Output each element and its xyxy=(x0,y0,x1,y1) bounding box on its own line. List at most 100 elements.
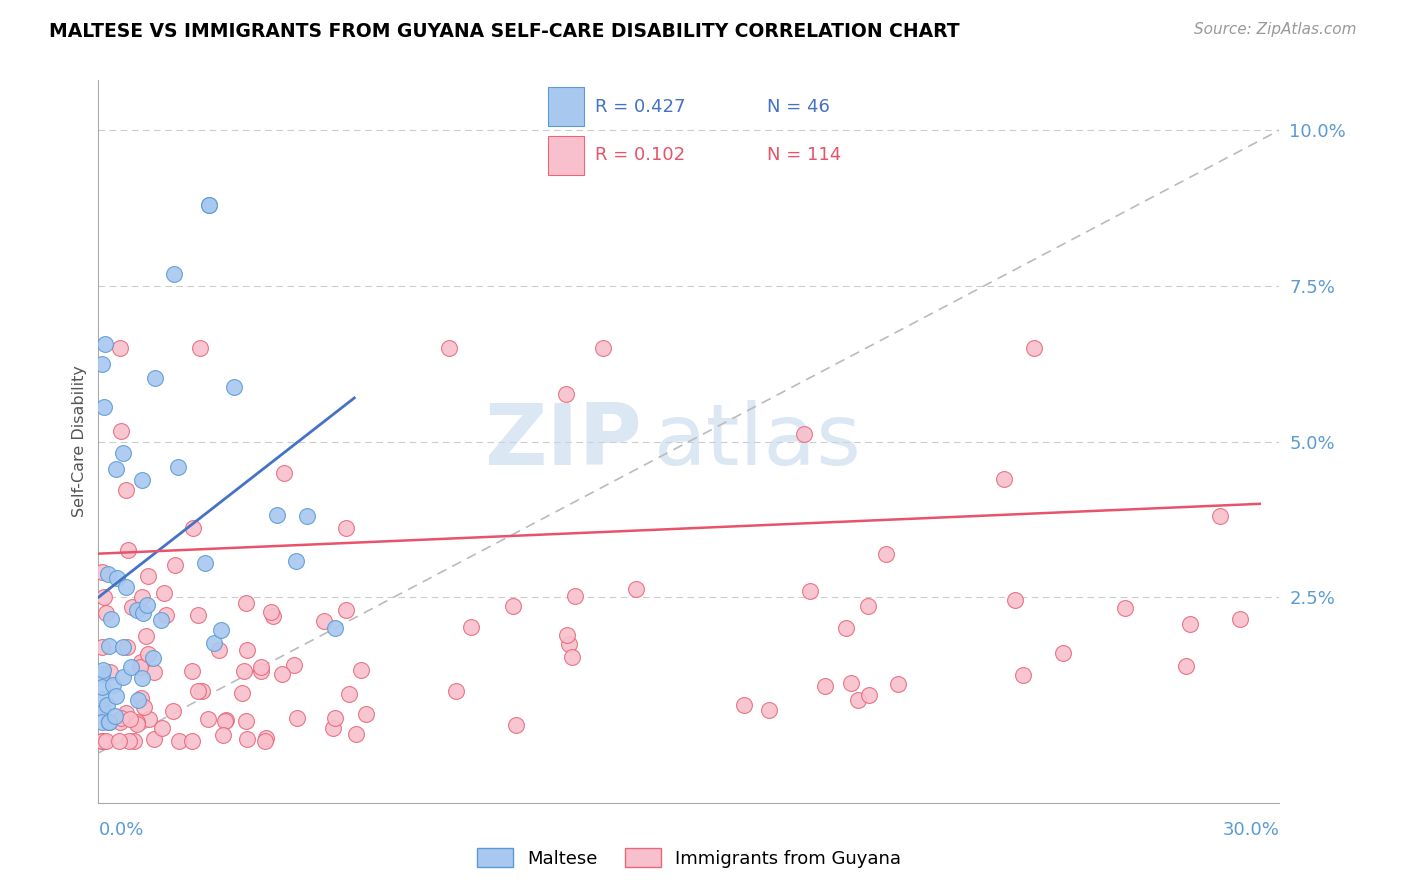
Point xyxy=(91,733,114,747)
Point xyxy=(152,721,174,735)
Text: 0.0%: 0.0% xyxy=(98,822,143,839)
Point xyxy=(93,590,115,604)
Point xyxy=(91,700,114,714)
Point xyxy=(793,427,815,442)
Point xyxy=(105,571,128,585)
Point xyxy=(127,692,149,706)
Point xyxy=(129,691,152,706)
Point xyxy=(131,590,153,604)
Point xyxy=(1052,646,1074,660)
Text: N = 46: N = 46 xyxy=(768,98,830,116)
Point xyxy=(155,607,177,622)
Point xyxy=(555,387,578,401)
Point xyxy=(350,663,373,677)
Point xyxy=(437,341,460,355)
Point xyxy=(1022,341,1045,355)
Point xyxy=(98,714,121,729)
Point xyxy=(335,603,357,617)
Point xyxy=(231,686,253,700)
Point xyxy=(110,714,132,729)
Point xyxy=(162,704,184,718)
Point xyxy=(592,341,614,355)
Point xyxy=(558,637,581,651)
Point xyxy=(115,640,138,654)
Point xyxy=(104,689,127,703)
Point xyxy=(197,712,219,726)
Point xyxy=(91,733,114,747)
Point xyxy=(460,620,482,634)
Point xyxy=(197,198,219,212)
Point xyxy=(110,711,132,725)
Point xyxy=(108,733,131,747)
Point xyxy=(97,567,120,582)
Point xyxy=(344,726,367,740)
Point xyxy=(194,556,217,570)
Point xyxy=(91,640,114,655)
Point xyxy=(993,472,1015,486)
Point xyxy=(209,623,232,637)
Point xyxy=(197,198,219,212)
Point xyxy=(187,608,209,623)
Point xyxy=(117,543,139,558)
Point xyxy=(262,609,284,624)
Point xyxy=(96,698,118,712)
Point xyxy=(142,665,165,679)
Point xyxy=(112,445,135,459)
Point xyxy=(122,733,145,747)
Point xyxy=(91,733,114,747)
Point xyxy=(142,731,165,746)
Point xyxy=(103,709,125,723)
Point xyxy=(108,341,131,355)
Point xyxy=(1012,668,1035,682)
Point xyxy=(129,656,152,670)
Point xyxy=(256,731,278,745)
Point xyxy=(131,671,153,685)
Point xyxy=(250,665,273,679)
Point xyxy=(285,710,308,724)
Point xyxy=(136,598,159,612)
Text: 30.0%: 30.0% xyxy=(1223,822,1279,839)
Point xyxy=(101,678,124,692)
Point xyxy=(121,599,143,614)
Point xyxy=(312,614,335,628)
Point xyxy=(118,712,141,726)
Point xyxy=(100,612,122,626)
Point xyxy=(846,693,869,707)
Point xyxy=(236,643,259,657)
Point xyxy=(232,664,254,678)
Point xyxy=(273,466,295,480)
Point xyxy=(112,640,135,654)
Point xyxy=(284,554,307,568)
Text: ZIP: ZIP xyxy=(484,400,641,483)
Point xyxy=(98,639,121,653)
Point xyxy=(335,521,357,535)
Point xyxy=(91,714,114,729)
Text: Source: ZipAtlas.com: Source: ZipAtlas.com xyxy=(1194,22,1357,37)
Point xyxy=(839,676,862,690)
Point xyxy=(97,715,120,730)
Point xyxy=(138,712,160,726)
Point xyxy=(166,460,188,475)
Point xyxy=(125,603,148,617)
Point xyxy=(111,670,134,684)
Point xyxy=(125,716,148,731)
Point xyxy=(91,566,114,580)
Point xyxy=(235,714,257,729)
Point xyxy=(858,599,880,613)
Point xyxy=(125,715,148,730)
Bar xyxy=(548,87,585,127)
Text: atlas: atlas xyxy=(654,400,862,483)
Text: R = 0.427: R = 0.427 xyxy=(595,98,686,116)
Point xyxy=(505,717,527,731)
Point xyxy=(135,629,157,643)
Point xyxy=(215,714,238,728)
Point xyxy=(835,621,858,635)
Point xyxy=(118,733,141,747)
Point xyxy=(131,473,153,487)
Point xyxy=(145,371,167,385)
Bar xyxy=(548,136,585,175)
Point xyxy=(858,688,880,702)
Point xyxy=(502,599,524,614)
Point xyxy=(181,520,204,534)
Text: MALTESE VS IMMIGRANTS FROM GUYANA SELF-CARE DISABILITY CORRELATION CHART: MALTESE VS IMMIGRANTS FROM GUYANA SELF-C… xyxy=(49,22,960,41)
